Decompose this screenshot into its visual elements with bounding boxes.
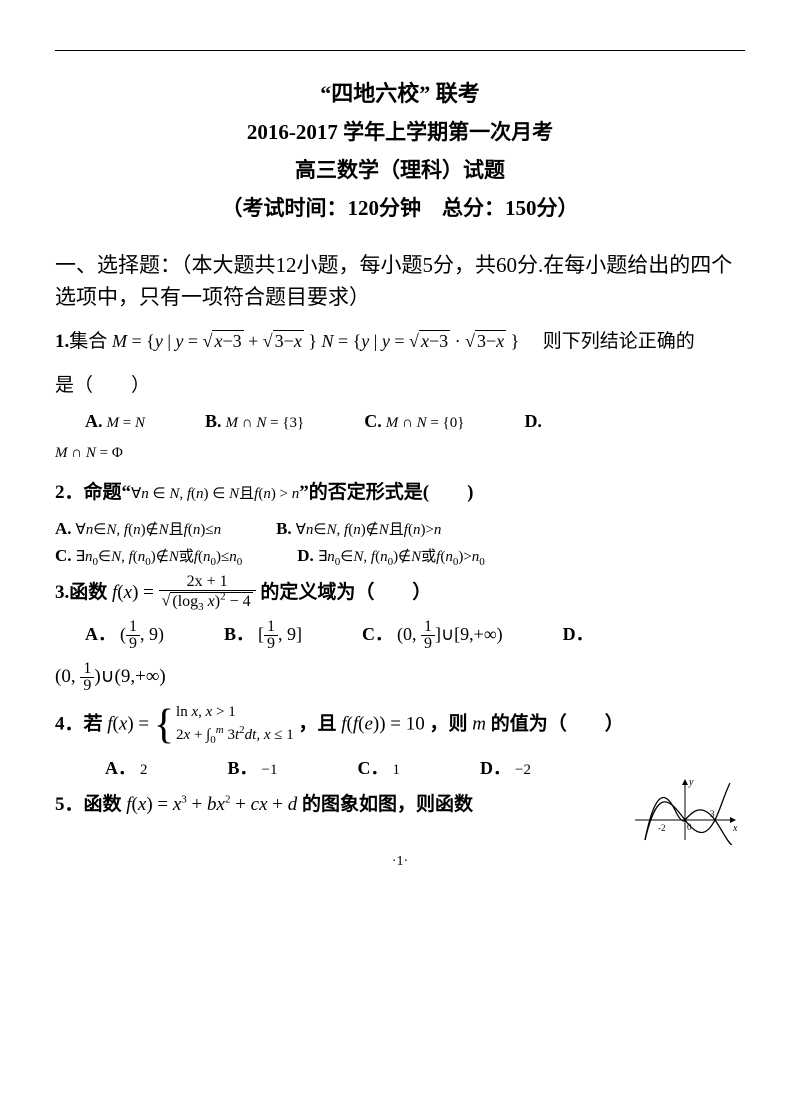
- q2-stem: 2．命题“: [55, 482, 131, 503]
- title-line-1: “四地六校” 联考: [55, 76, 745, 108]
- question-4: 4．若 f(x) = { ln x, x > 1 2x + ∫0m 3t2dt,…: [55, 702, 745, 748]
- q3-num: 2x + 1: [159, 574, 256, 591]
- q1-set-m: M = {y | y = √x−3 + √3−x }: [112, 331, 321, 351]
- q3-stem-a: 3.函数: [55, 582, 112, 603]
- q3-option-d: (0, 19)∪(9,+∞): [55, 658, 745, 696]
- q1-number: 1.: [55, 331, 69, 352]
- q3-options: A．(19, 9) B．[19, 9] C．(0, 19]∪[9,+∞) D．: [85, 619, 745, 652]
- q5-stem-b: 的图象如图，则函数: [302, 794, 473, 815]
- q5-graph: x y -2 0 3: [630, 775, 740, 845]
- question-3: 3.函数 f(x) = 2x + 1 √(log3 x)2 − 4 的定义域为（…: [55, 574, 745, 613]
- q4-stem-b: ，且: [298, 713, 341, 734]
- q1-stem-a: 集合: [69, 331, 112, 352]
- section-1-heading: 一、选择题：（本大题共12小题，每小题5分，共60分.在每小题给出的四个选项中，…: [55, 250, 745, 313]
- svg-text:x: x: [732, 823, 738, 834]
- q1-stem-c: 是（ ）: [55, 367, 745, 405]
- q4-var: m: [472, 713, 486, 734]
- title-line-3: 高三数学（理科）试题: [55, 154, 745, 184]
- q1-options: A.M = N B.M ∩ N = {3} C.M ∩ N = {0} D.: [85, 411, 745, 432]
- title-line-2: 2016-2017 学年上学期第一次月考: [55, 116, 745, 146]
- q2-options-cd: C.∃n0∈N, f(n0)∉N或f(n0)≤n0 D.∃n0∈N, f(n0)…: [55, 545, 745, 568]
- question-1: 1.集合 M = {y | y = √x−3 + √3−x } N = {y |…: [55, 323, 745, 361]
- svg-text:-2: -2: [658, 823, 666, 833]
- top-rule: [55, 50, 745, 51]
- q4-stem-d: 的值为（ ）: [491, 713, 624, 734]
- q4-stem-a: 4．若: [55, 713, 107, 734]
- svg-text:0: 0: [687, 822, 692, 832]
- q2-options-ab: A.∀n∈N, f(n)∉N且f(n)≤n B.∀n∈N, f(n)∉N且f(n…: [55, 518, 745, 539]
- q2-prop: ∀n ∈ N, f(n) ∈ N且f(n) > n: [131, 486, 299, 502]
- q1-option-d: M ∩ N = Φ: [55, 438, 745, 468]
- question-2: 2．命题“∀n ∈ N, f(n) ∈ N且f(n) > n”的否定形式是( ): [55, 474, 745, 512]
- q4-piecewise: { ln x, x > 1 2x + ∫0m 3t2dt, x ≤ 1: [154, 702, 294, 748]
- svg-text:3: 3: [710, 809, 715, 819]
- q1-stem-b: 则下列结论正确的: [524, 331, 695, 352]
- q2-stem-end: ”的否定形式是( ): [299, 482, 473, 503]
- page-number: ·1·: [55, 854, 745, 870]
- q4-stem-c: ，则: [430, 713, 473, 734]
- q3-fraction: 2x + 1 √(log3 x)2 − 4: [159, 574, 256, 613]
- svg-text:y: y: [688, 777, 694, 788]
- q1-set-n: N = {y | y = √x−3 · √3−x }: [321, 331, 523, 351]
- q1-optD-label: D.: [524, 411, 542, 431]
- title-line-4: （考试时间：120分钟 总分：150分）: [55, 192, 745, 222]
- q5-stem-a: 5．函数: [55, 794, 126, 815]
- q3-optD-label: D．: [563, 624, 594, 644]
- q3-stem-b: 的定义域为（ ）: [260, 582, 431, 603]
